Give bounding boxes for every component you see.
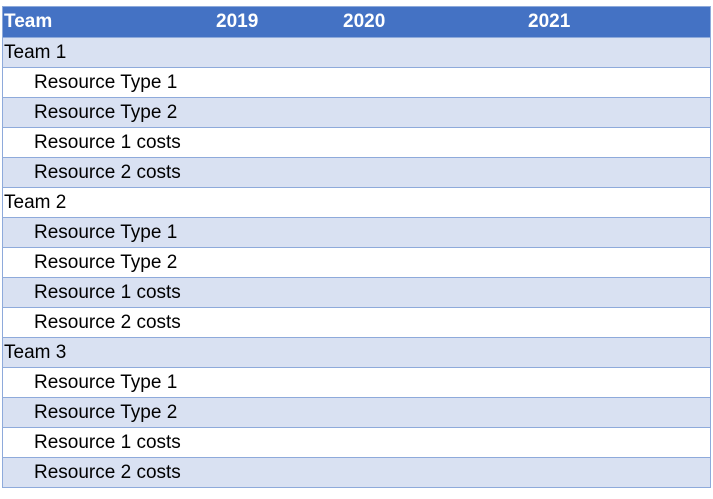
table-row[interactable]: Resource 1 costs: [3, 277, 710, 307]
team-resource-table: Team 2019 2020 2021 Team 1 Resource Type…: [2, 6, 711, 488]
row-label: Resource 1 costs: [34, 431, 181, 453]
table-row[interactable]: Resource Type 2: [3, 397, 710, 427]
table-row[interactable]: Resource 1 costs: [3, 427, 710, 457]
team-row[interactable]: Team 1: [3, 37, 710, 67]
team-row[interactable]: Team 2: [3, 187, 710, 217]
row-label: Resource Type 2: [34, 101, 178, 123]
table-row[interactable]: Resource 1 costs: [3, 127, 710, 157]
table-row[interactable]: Resource 2 costs: [3, 307, 710, 337]
row-label: Resource 1 costs: [34, 131, 181, 153]
team-row[interactable]: Team 3: [3, 337, 710, 367]
table-row[interactable]: Resource Type 2: [3, 247, 710, 277]
header-team: Team: [4, 11, 53, 32]
row-label: Resource Type 1: [34, 371, 178, 393]
header-2019: 2019: [216, 11, 259, 32]
table-row[interactable]: Resource Type 1: [3, 217, 710, 247]
header-2020: 2020: [343, 11, 386, 32]
table-row[interactable]: Resource Type 1: [3, 367, 710, 397]
row-label: Resource 2 costs: [34, 161, 181, 183]
team-label: Team 3: [4, 341, 67, 363]
table-row[interactable]: Resource 2 costs: [3, 457, 710, 487]
table-header-row: Team 2019 2020 2021: [3, 7, 710, 37]
table-row[interactable]: Resource Type 1: [3, 67, 710, 97]
row-label: Resource Type 2: [34, 401, 178, 423]
header-2021: 2021: [528, 11, 571, 32]
row-label: Resource Type 1: [34, 221, 178, 243]
team-label: Team 1: [4, 41, 67, 63]
row-label: Resource Type 1: [34, 71, 178, 93]
table-row[interactable]: Resource 2 costs: [3, 157, 710, 187]
row-label: Resource 2 costs: [34, 311, 181, 333]
team-label: Team 2: [4, 191, 67, 213]
row-label: Resource 1 costs: [34, 281, 181, 303]
row-label: Resource 2 costs: [34, 461, 181, 483]
row-label: Resource Type 2: [34, 251, 178, 273]
table-row[interactable]: Resource Type 2: [3, 97, 710, 127]
